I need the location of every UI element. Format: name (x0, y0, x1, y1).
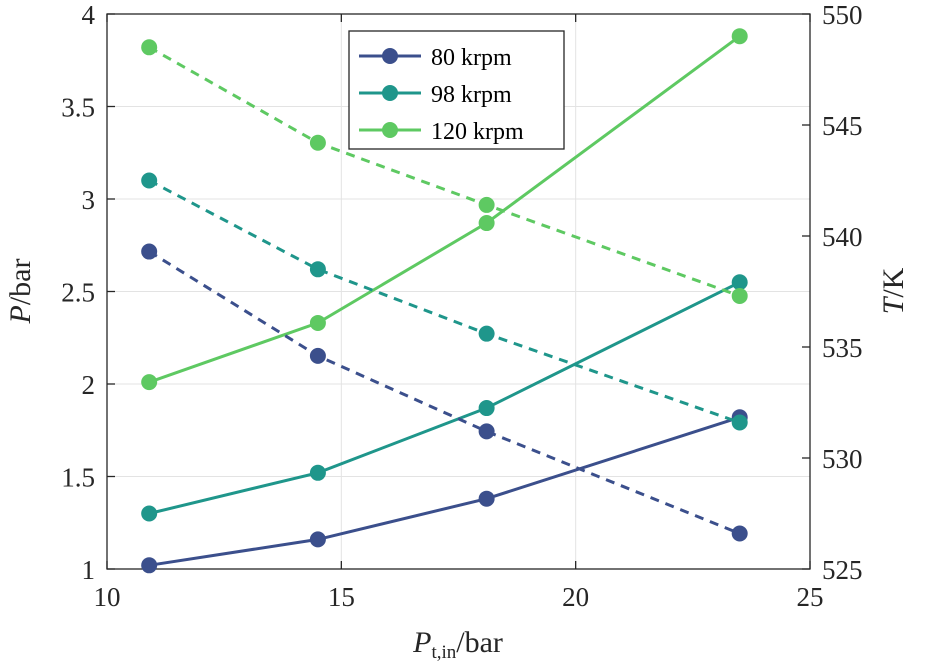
axis-ticks (106, 13, 811, 570)
y-axis-right-title: T/K (877, 267, 910, 314)
data-point-120-krpm-solid (731, 28, 748, 45)
data-point-80-krpm-dashed (731, 525, 748, 542)
data-point-80-krpm-solid (478, 490, 495, 507)
data-point-98-krpm-dashed (309, 261, 326, 278)
y-axis-left-title: P/bar (4, 259, 37, 325)
legend-label: 80 krpm (431, 45, 512, 71)
data-point-98-krpm-dashed (478, 325, 495, 342)
data-point-98-krpm-dashed (141, 172, 158, 189)
x-axis-title: Pt,in/bar (412, 626, 503, 663)
data-point-98-krpm-solid (478, 400, 495, 417)
series-group (141, 28, 748, 574)
data-point-120-krpm-dashed (141, 39, 158, 56)
tick-labels: 10 15 20 25 1 1.5 2 2.5 3 3.5 4 525 530 535 540 545 550 (61, 0, 862, 612)
data-point-120-krpm-solid (309, 314, 326, 331)
x-tick-label: 10 (94, 582, 121, 612)
data-point-80-krpm-dashed (309, 347, 326, 364)
y-left-tick-label: 3 (82, 185, 96, 215)
series-line-80-krpm-dashed (148, 250, 741, 535)
legend-swatch-marker (382, 48, 398, 64)
series-line-98-krpm-solid (148, 280, 741, 515)
series-line-120-krpm-dashed (148, 45, 741, 298)
y-left-tick-label: 2.5 (61, 278, 95, 308)
series-120-krpm-dashed (141, 39, 748, 304)
legend-item-120-krpm: 120 krpm (359, 119, 524, 145)
data-point-80-krpm-dashed (141, 243, 158, 260)
data-point-98-krpm-solid (141, 505, 158, 522)
y-right-tick-label: 530 (822, 444, 863, 474)
legend-items: 80 krpm 98 krpm 120 krpm (359, 45, 524, 145)
series-98-krpm-dashed (141, 172, 748, 431)
legend-swatch-marker (382, 122, 398, 138)
series-line-120-krpm-solid (148, 34, 741, 384)
legend-item-98-krpm: 98 krpm (359, 82, 512, 108)
data-point-120-krpm-solid (478, 215, 495, 232)
y-right-tick-label: 535 (822, 333, 863, 363)
y-right-tick-label: 525 (822, 555, 863, 585)
legend-swatch-marker (382, 85, 398, 101)
series-80-krpm-dashed (141, 243, 748, 542)
grid-lines (107, 14, 810, 569)
data-point-80-krpm-solid (309, 531, 326, 548)
y-left-tick-label: 4 (82, 0, 96, 30)
y-right-tick-label: 550 (822, 0, 863, 30)
data-point-120-krpm-solid (141, 374, 158, 391)
x-tick-label: 20 (562, 582, 589, 612)
data-point-120-krpm-dashed (731, 287, 748, 304)
y-left-tick-label: 3.5 (61, 93, 95, 123)
x-tick-label: 25 (797, 582, 824, 612)
series-120-krpm-solid (141, 28, 748, 391)
y-left-tick-label: 1 (82, 555, 96, 585)
legend-label: 120 krpm (431, 119, 524, 145)
data-point-98-krpm-solid (309, 464, 326, 481)
y-left-tick-label: 2 (82, 370, 96, 400)
legend: 80 krpm 98 krpm 120 krpm (348, 30, 565, 150)
series-98-krpm-solid (141, 274, 748, 522)
y-right-tick-label: 540 (822, 222, 863, 252)
data-point-120-krpm-dashed (478, 196, 495, 213)
data-point-120-krpm-dashed (309, 134, 326, 151)
data-point-80-krpm-solid (141, 557, 158, 574)
legend-item-80-krpm: 80 krpm (359, 45, 512, 71)
series-line-80-krpm-solid (148, 415, 741, 567)
y-right-tick-label: 545 (822, 111, 863, 141)
data-point-98-krpm-dashed (731, 414, 748, 431)
y-left-tick-label: 1.5 (61, 463, 95, 493)
data-point-98-krpm-solid (731, 274, 748, 291)
data-point-80-krpm-dashed (478, 423, 495, 440)
series-line-98-krpm-dashed (148, 179, 741, 424)
series-80-krpm-solid (141, 409, 748, 574)
legend-label: 98 krpm (431, 82, 512, 108)
x-tick-label: 15 (328, 582, 355, 612)
